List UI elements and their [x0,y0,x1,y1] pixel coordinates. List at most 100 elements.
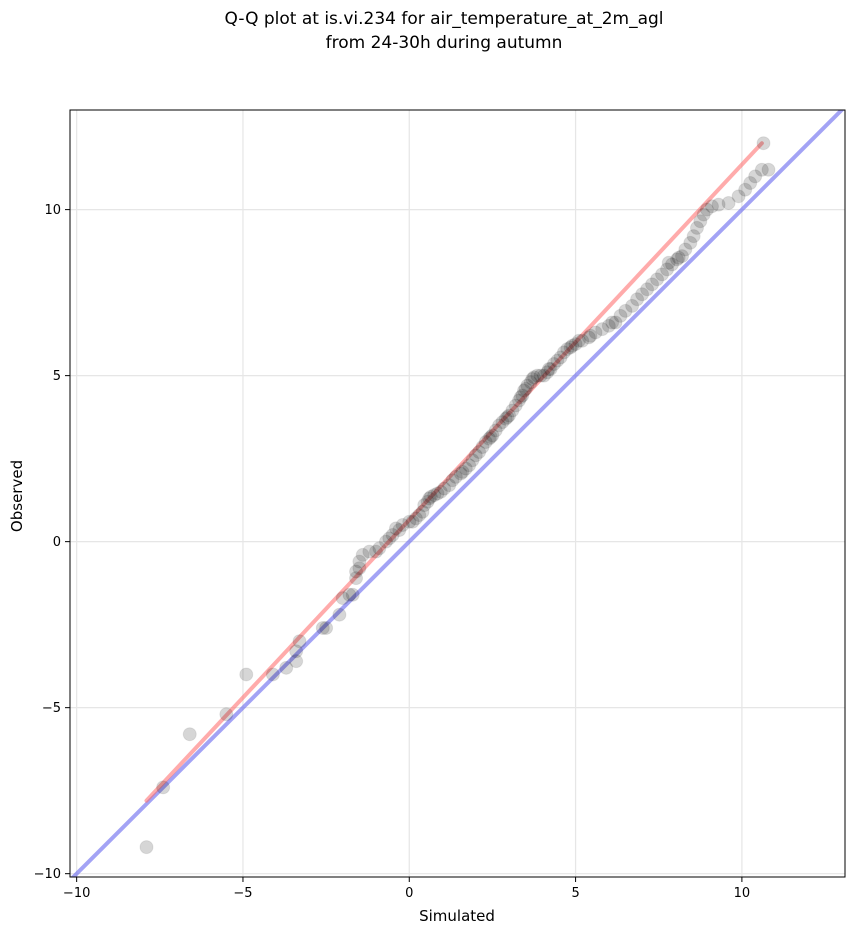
data-point [670,252,685,267]
data-point [696,207,711,222]
data-point [289,654,304,669]
data-point [422,491,437,506]
data-point [512,393,527,408]
data-point [420,494,435,509]
x-axis-label: Simulated [419,907,495,925]
y-tick-label: −5 [42,701,61,716]
data-point [541,361,556,376]
data-point [458,461,473,476]
data-point [738,182,753,197]
data-point [385,528,400,543]
data-point [139,840,154,855]
data-point [575,333,590,348]
data-point [630,292,645,307]
y-tick-label: 0 [53,535,61,550]
data-point [565,338,580,353]
data-points [139,136,776,855]
data-point [349,571,364,586]
data-point [583,328,598,343]
data-point [355,547,370,562]
data-point [645,277,660,292]
data-point [488,423,503,438]
data-point [372,541,387,556]
data-point [527,370,542,385]
data-point [683,235,698,250]
data-point [475,440,490,455]
data-point [563,340,578,355]
data-point [525,371,540,386]
data-point [523,375,538,390]
data-point [332,607,347,622]
data-point [415,504,430,519]
data-point [405,514,420,529]
data-point [498,411,513,426]
data-point [556,345,571,360]
data-point [265,667,280,682]
data-point [395,518,410,533]
data-point [362,544,377,559]
y-axis-ticks: −10 −5 0 5 10 [34,203,70,882]
data-point [543,361,558,376]
data-point [433,484,448,499]
data-point [748,169,763,184]
data-point [448,469,463,484]
data-point [678,242,693,257]
x-tick-label: 0 [405,886,413,901]
data-point [595,322,610,337]
data-point [478,435,493,450]
data-point [292,634,307,649]
data-point [517,383,532,398]
data-point [483,430,498,445]
data-point [492,418,507,433]
data-point [342,587,357,602]
data-point [605,315,620,330]
data-point [618,303,633,318]
data-point [402,514,417,529]
plot-frame [69,109,846,878]
data-point [550,353,565,368]
data-point [352,561,367,576]
data-point [530,368,545,383]
data-point [437,481,452,496]
data-point [445,473,460,488]
data-point [239,667,254,682]
data-point [319,620,334,635]
data-point [279,660,294,675]
data-point [289,644,304,659]
data-point [731,189,746,204]
data-point [427,488,442,503]
data-point [661,255,676,270]
reference-lines [70,110,845,877]
x-tick-label: −5 [233,886,252,901]
data-point [412,508,427,523]
data-point [711,197,726,212]
data-point [536,368,551,383]
data-point [485,428,500,443]
data-point [693,214,708,229]
data-point [388,521,403,536]
data-point [660,262,675,277]
data-point [465,453,480,468]
data-point [345,587,360,602]
data-point [513,390,528,405]
y-tick-label: 5 [53,369,61,384]
data-point [675,249,690,264]
data-point [655,267,670,282]
data-point [689,220,704,235]
data-point [553,350,568,365]
data-point [349,564,364,579]
data-point [430,486,445,501]
data-point [518,381,533,396]
data-point [671,250,686,265]
data-point [408,511,423,526]
data-point [613,308,628,323]
data-point [502,408,517,423]
y-tick-label: −10 [34,867,61,882]
y-tick-label: 10 [44,203,61,218]
data-point [721,195,736,210]
data-point [482,431,497,446]
x-tick-label: −10 [63,886,90,901]
data-point [417,498,432,513]
data-point [601,318,616,333]
chart-subtitle: from 24-30h during autumn [326,33,563,53]
